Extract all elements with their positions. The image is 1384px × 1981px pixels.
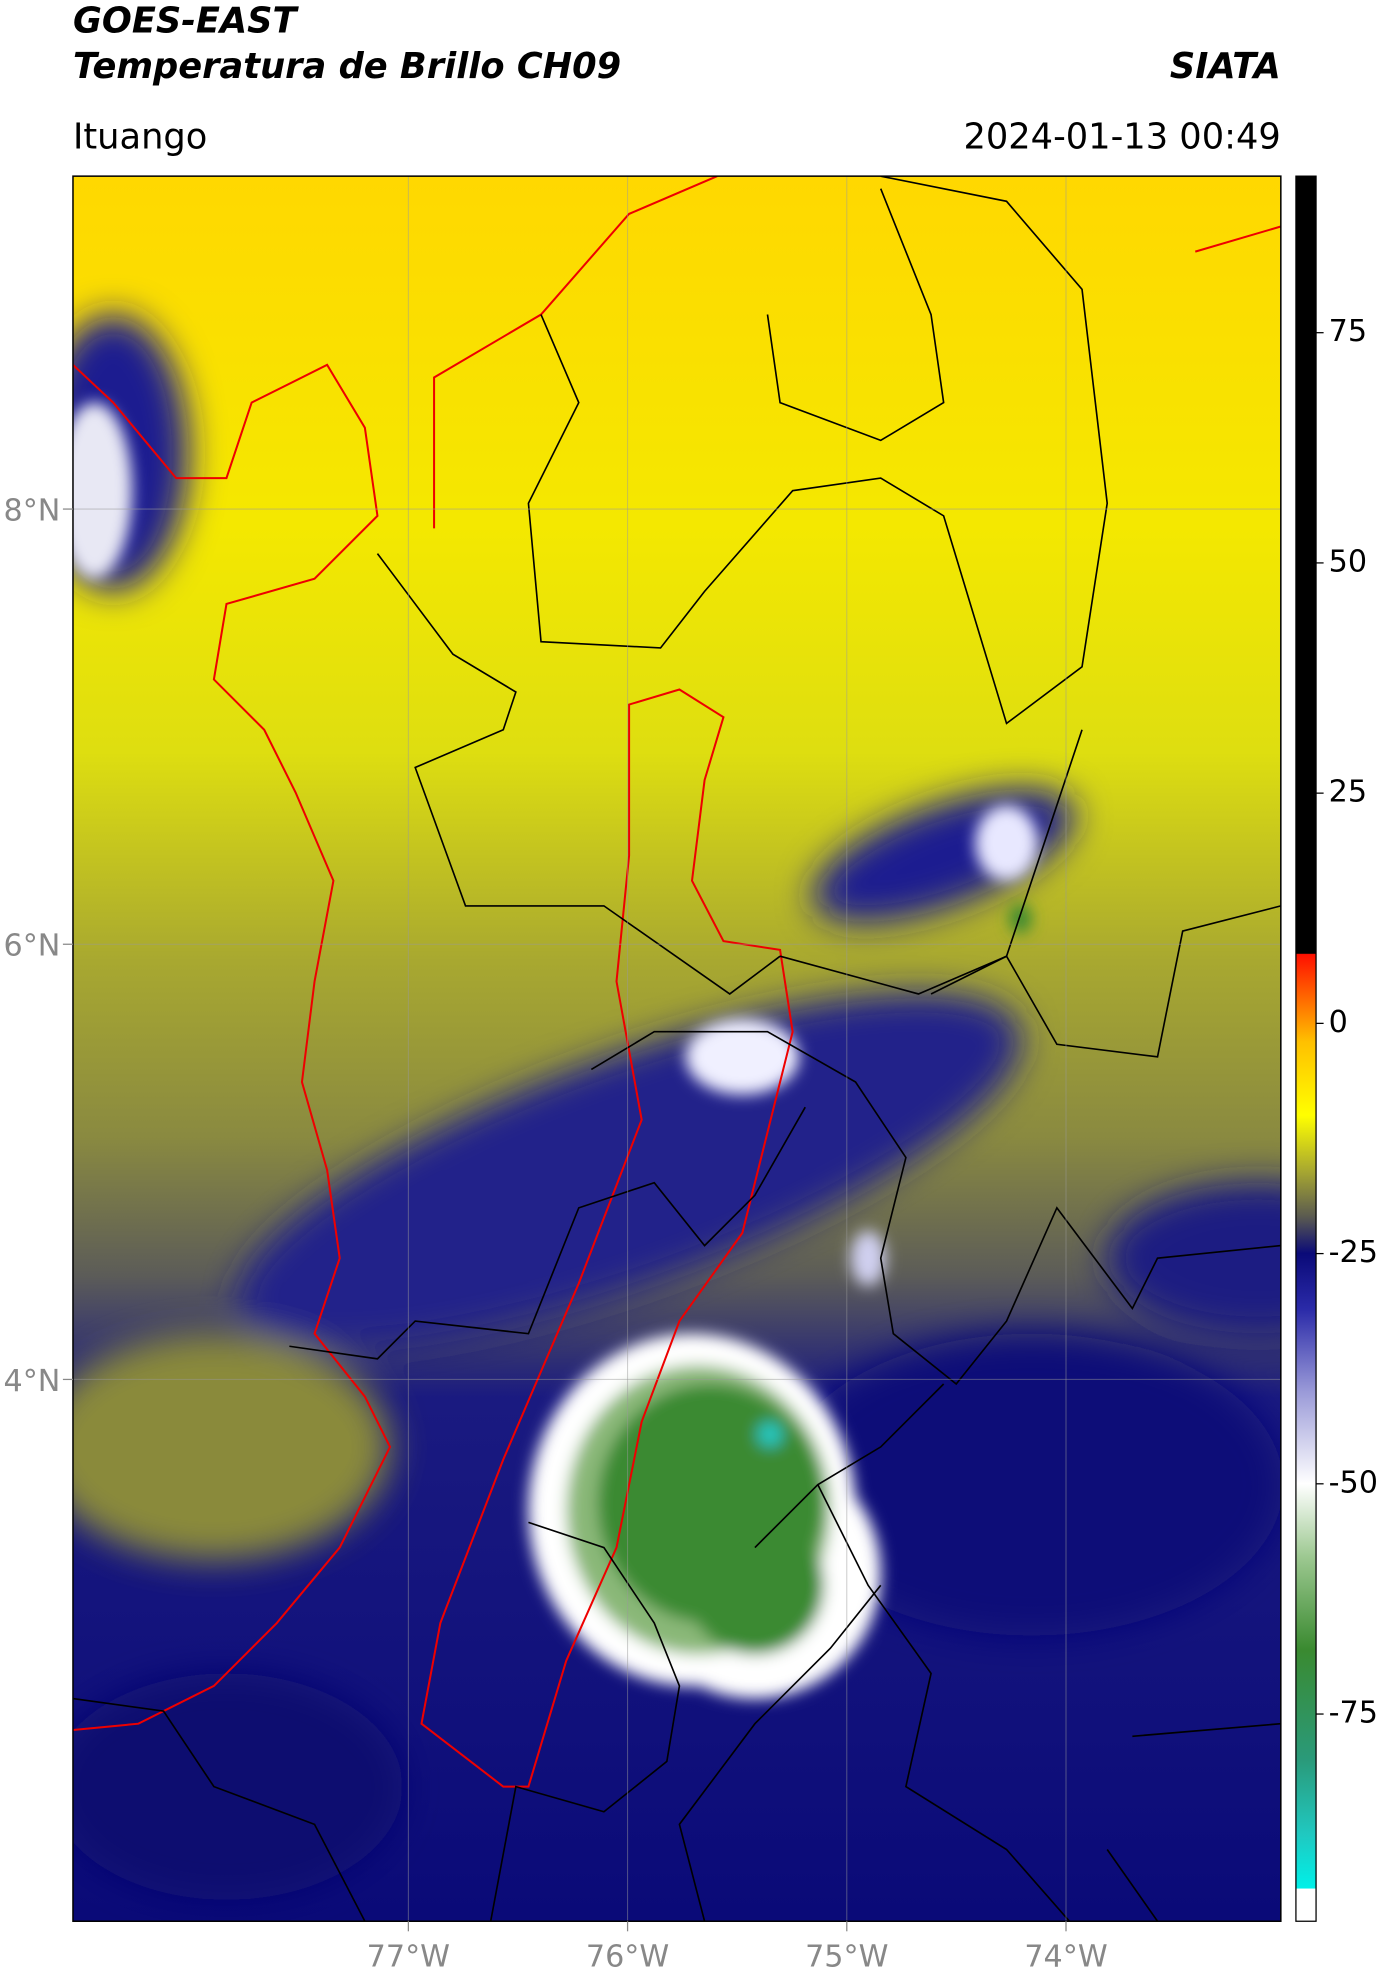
timestamp: 2024-01-13 00:49 xyxy=(963,116,1280,157)
colorbar xyxy=(1295,175,1317,1922)
y-tick-label: 8°N xyxy=(4,493,61,528)
y-tick-label: 6°N xyxy=(4,929,61,964)
x-tick-label: 76°W xyxy=(586,1940,669,1975)
source: SIATA xyxy=(1170,46,1281,87)
colorbar-tick-label: -25 xyxy=(1329,1235,1378,1270)
colorbar-tick-label: 0 xyxy=(1329,1005,1348,1040)
colorbar-tick-label: 50 xyxy=(1329,544,1367,579)
x-tick-label: 74°W xyxy=(1024,1940,1107,1975)
colorbar-tick-label: -50 xyxy=(1329,1465,1378,1500)
x-tick-label: 75°W xyxy=(805,1940,888,1975)
colorbar-tick-label: -75 xyxy=(1329,1696,1378,1731)
map-frame xyxy=(72,175,1282,1922)
cloud-field xyxy=(72,314,1281,1900)
black-boundaries xyxy=(72,176,1281,1922)
satellite-image xyxy=(72,176,1281,1922)
region: Ituango xyxy=(73,116,207,157)
title: GOES-EAST xyxy=(73,1,300,42)
colorbar-tick-label: 25 xyxy=(1329,775,1367,810)
grid xyxy=(72,176,1281,1922)
x-tick-label: 77°W xyxy=(367,1940,450,1975)
y-tick-label: 4°N xyxy=(4,1364,61,1399)
colorbar-tick-label: 75 xyxy=(1329,314,1367,349)
subtitle: Temperatura de Brillo CH09 xyxy=(73,46,621,87)
convective-cells xyxy=(72,402,1038,1699)
